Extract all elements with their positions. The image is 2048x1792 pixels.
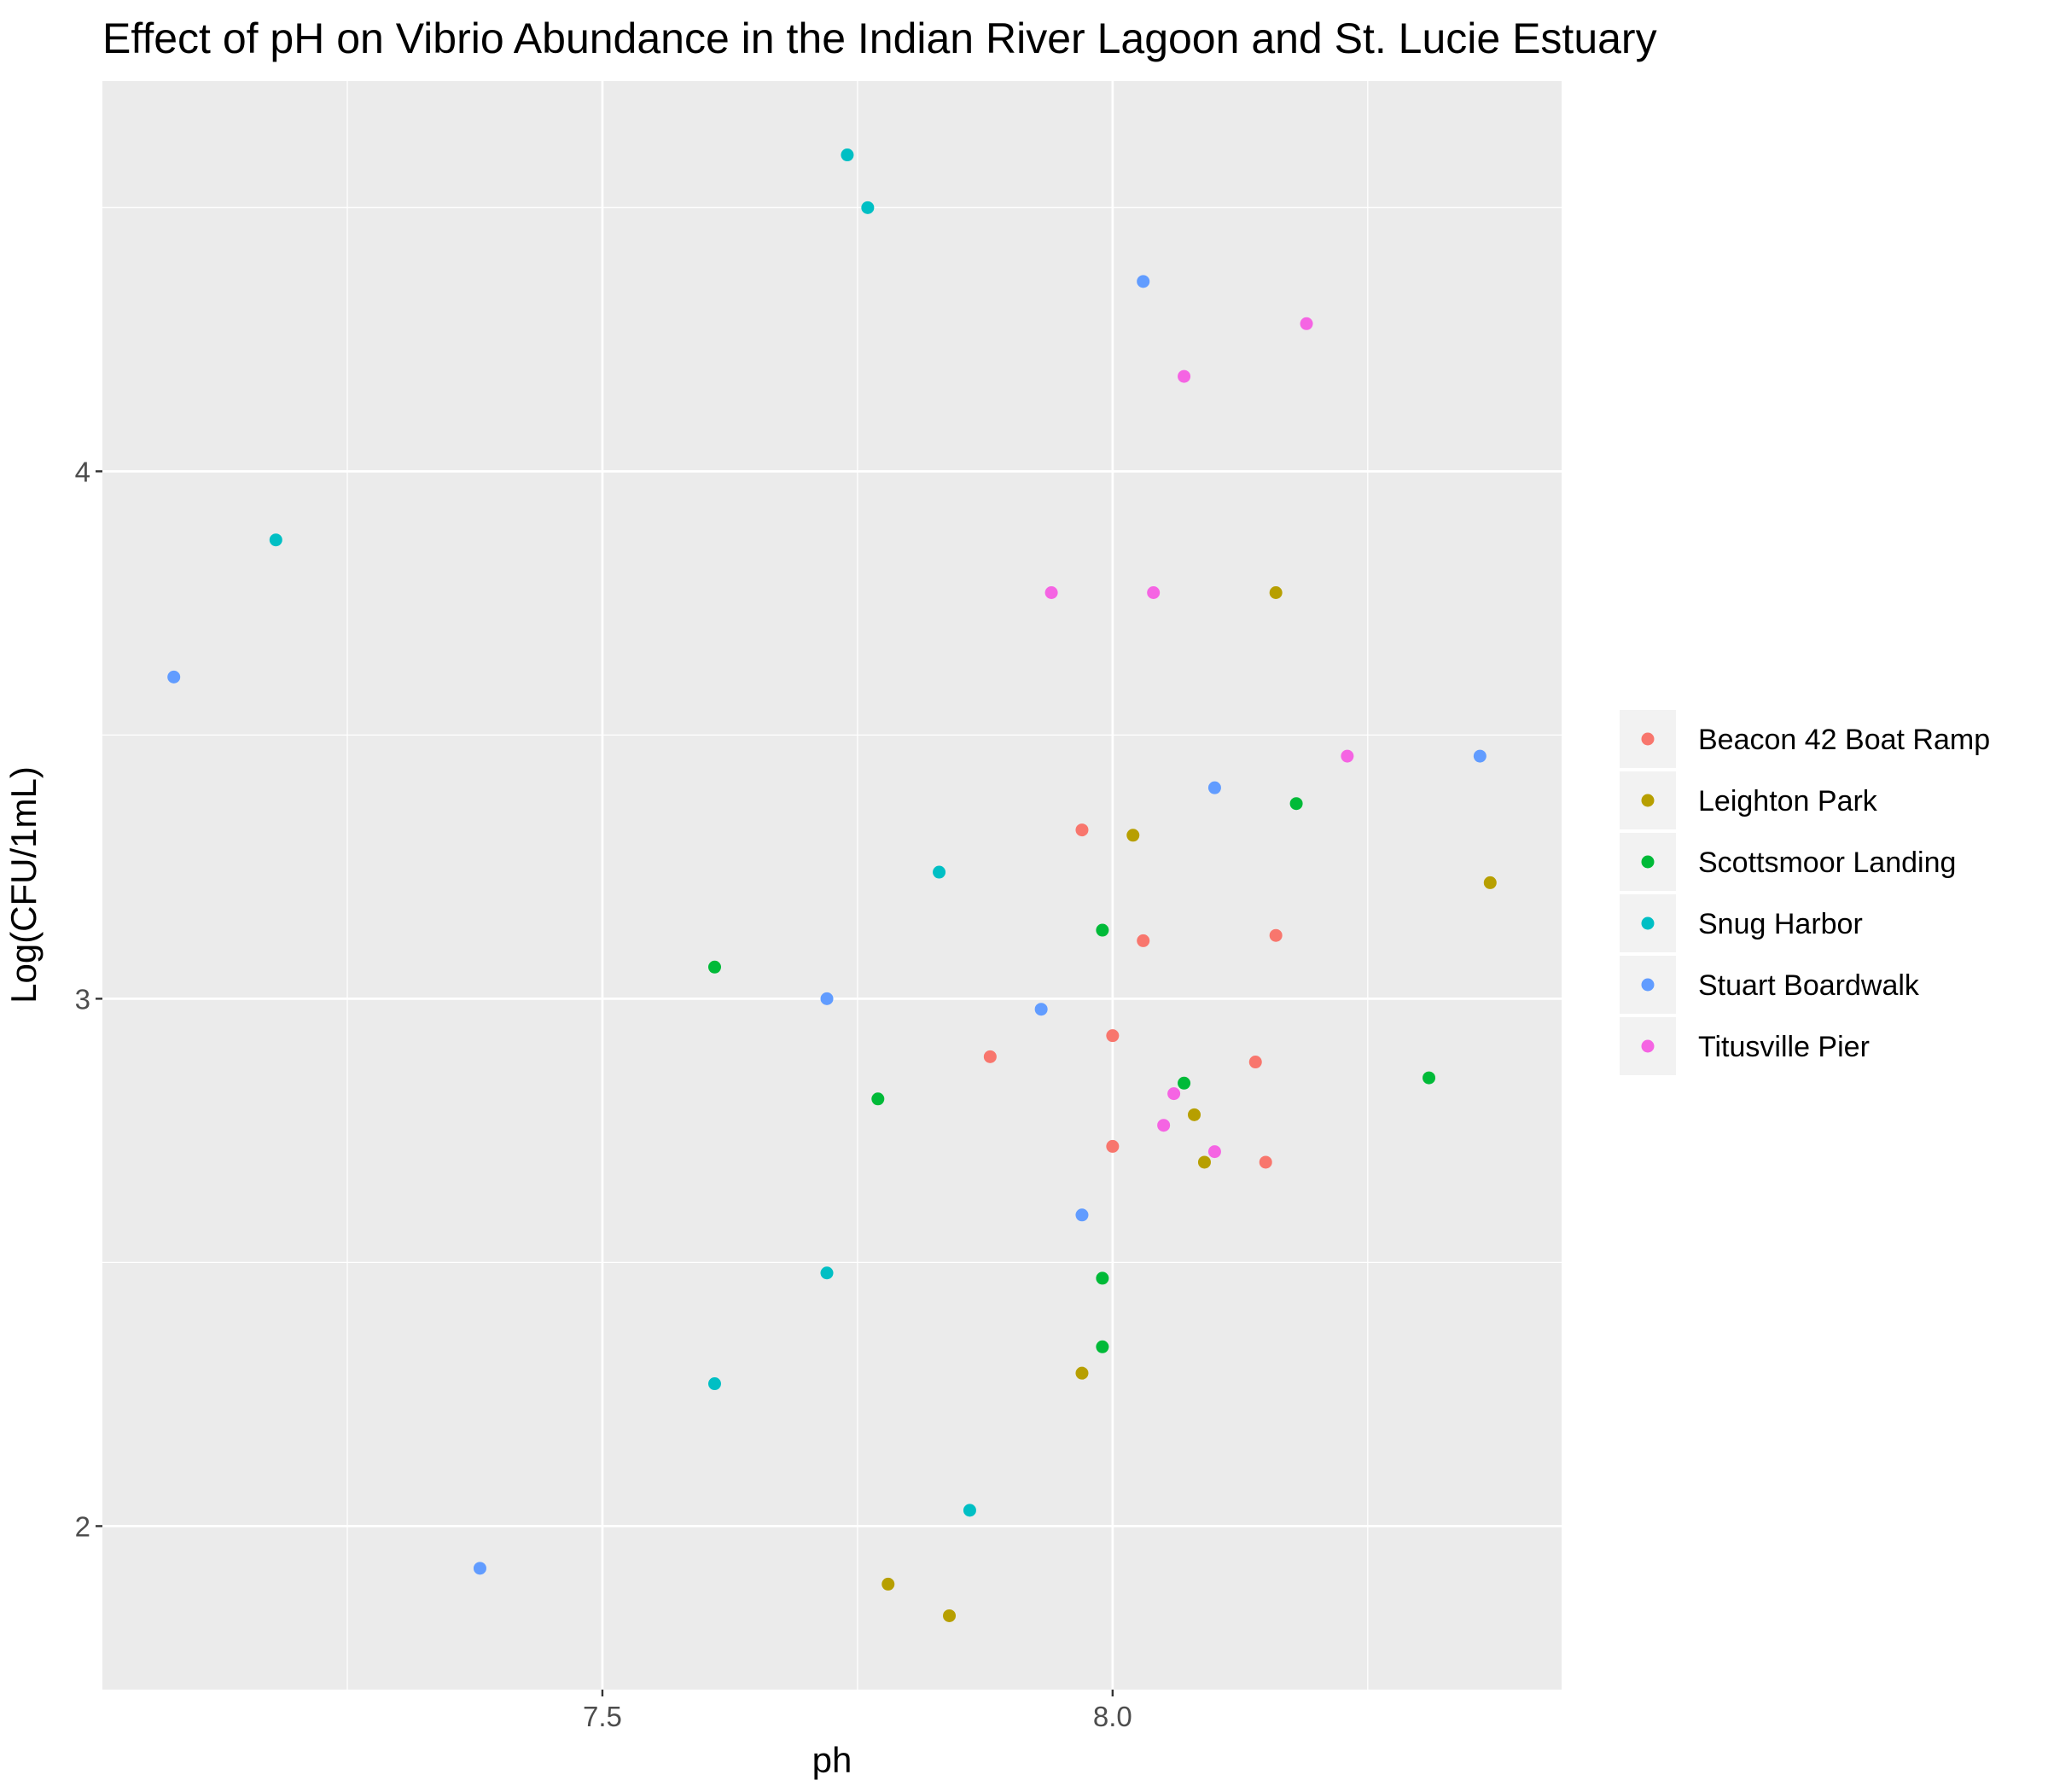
data-point [820, 1266, 834, 1280]
data-point [933, 865, 946, 879]
x-axis-title: ph [812, 1740, 852, 1780]
data-point [1341, 749, 1354, 763]
data-point [1044, 585, 1058, 599]
data-point [1269, 585, 1283, 599]
data-point [1178, 369, 1191, 383]
legend-marker [1641, 732, 1655, 746]
legend-label: Titusville Pier [1698, 1031, 1870, 1063]
legend-marker [1641, 794, 1655, 807]
y-tick-label: 3 [75, 983, 90, 1015]
legend-marker [1641, 1039, 1655, 1053]
data-point [943, 1609, 957, 1622]
y-axis-ticks: 2 3 4 [75, 456, 102, 1542]
data-point [1207, 1145, 1221, 1159]
data-point [1096, 1340, 1109, 1353]
data-point [1157, 1119, 1171, 1132]
data-point [1096, 923, 1109, 937]
legend-label: Leighton Park [1698, 785, 1878, 817]
legend-label: Stuart Boardwalk [1698, 969, 1920, 1002]
data-point [1075, 1366, 1089, 1380]
data-point [1207, 781, 1221, 794]
data-point [1473, 749, 1487, 763]
legend-marker [1641, 978, 1655, 992]
legend-label: Beacon 42 Boat Ramp [1698, 724, 1990, 756]
data-point [820, 992, 834, 1005]
y-tick-label: 4 [75, 456, 90, 487]
data-points [167, 148, 1497, 1622]
data-point [1137, 275, 1150, 288]
gridlines [102, 81, 1562, 1690]
y-axis-title: Log(CFU/1mL) [3, 766, 44, 1004]
data-point [1178, 1076, 1191, 1090]
data-point [473, 1562, 486, 1575]
data-point [1423, 1071, 1436, 1085]
data-point [1096, 1271, 1109, 1285]
legend-marker [1641, 855, 1655, 869]
data-point [1483, 876, 1497, 889]
data-point [1126, 829, 1140, 842]
data-point [841, 148, 854, 162]
data-point [1106, 1139, 1120, 1153]
data-point [707, 1377, 721, 1391]
data-point [1147, 585, 1161, 599]
x-tick-label: 8.0 [1093, 1701, 1132, 1732]
legend: Beacon 42 Boat Ramp Leighton Park Scottsmo… [1620, 710, 1990, 1075]
data-point [1248, 1056, 1262, 1069]
data-point [1137, 934, 1150, 947]
data-point [1034, 1003, 1048, 1016]
data-point [871, 1092, 885, 1106]
plot-panel [102, 81, 1562, 1690]
data-point [269, 533, 282, 547]
data-point [1075, 1208, 1089, 1222]
data-point [707, 960, 721, 974]
x-tick-label: 7.5 [583, 1701, 622, 1732]
data-point [983, 1050, 997, 1063]
data-point [167, 670, 181, 684]
data-point [1188, 1108, 1201, 1121]
data-point [1300, 317, 1313, 330]
data-point [861, 201, 875, 214]
y-tick-label: 2 [75, 1510, 90, 1542]
data-point [1197, 1155, 1211, 1169]
data-point [1269, 928, 1283, 942]
legend-marker [1641, 916, 1655, 930]
data-point [881, 1577, 895, 1591]
data-point [1106, 1029, 1120, 1043]
data-point [1259, 1155, 1272, 1169]
data-point [1289, 797, 1303, 811]
data-point [1075, 823, 1089, 837]
legend-label: Snug Harbor [1698, 908, 1863, 940]
legend-label: Scottsmoor Landing [1698, 847, 1956, 879]
chart-title: Effect of pH on Vibrio Abundance in the … [102, 15, 1657, 62]
x-axis-ticks: 7.5 8.0 [583, 1690, 1132, 1732]
data-point [963, 1504, 976, 1517]
data-point [1167, 1087, 1181, 1101]
